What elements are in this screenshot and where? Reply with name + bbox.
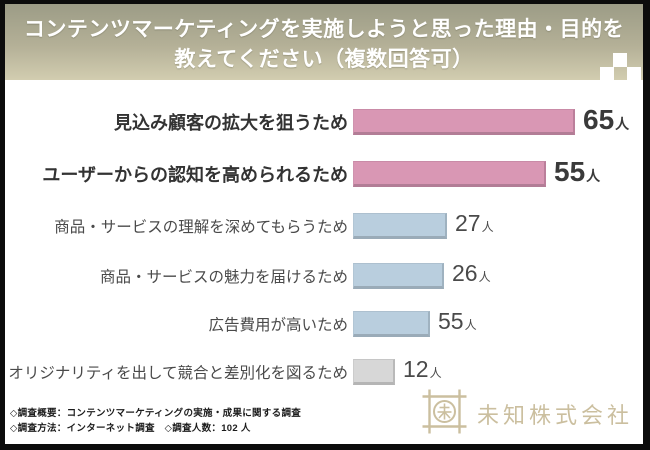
bar-label: 商品・サービスの魅力を届けるため bbox=[99, 268, 348, 286]
company-logo: 未知株式会社 bbox=[421, 388, 633, 440]
bar-segment bbox=[353, 108, 575, 135]
checker-decoration-square bbox=[600, 67, 614, 80]
chart-row-3: 商品・サービスの理解を深めてもらうため 27人 bbox=[8, 210, 643, 241]
value-number: 55 bbox=[438, 308, 464, 334]
chart-row-4: 商品・サービスの魅力を届けるため 26人 bbox=[8, 260, 643, 291]
chart-row-5: 広告費用が高いため 55人 bbox=[8, 308, 643, 339]
bar-value: 12人 bbox=[403, 356, 442, 387]
bar-value: 65人 bbox=[583, 103, 630, 138]
page-title-line2: 教えてください（複数回答可） bbox=[174, 48, 474, 71]
value-unit: 人 bbox=[464, 318, 477, 332]
bar-segment bbox=[353, 358, 395, 385]
bar-value: 55人 bbox=[554, 155, 601, 190]
value-unit: 人 bbox=[478, 270, 491, 284]
bar-chart: 見込み顧客の拡大を狙うため 65人 ユーザーからの認知を高められるため 55人 … bbox=[5, 80, 643, 444]
bar-value: 55人 bbox=[438, 308, 477, 339]
chart-row-6: オリジナリティを出して競合と差別化を図るため 12人 bbox=[8, 356, 643, 387]
bar-label: 見込み顧客の拡大を狙うため bbox=[114, 112, 348, 133]
page-title-line1: コンテンツマーケティングを実施しようと思った理由・目的を bbox=[23, 18, 625, 41]
page-title: コンテンツマーケティングを実施しようと思った理由・目的を 教えてください（複数回… bbox=[5, 4, 643, 75]
bar-label: オリジナリティを出して競合と差別化を図るため bbox=[8, 364, 348, 382]
bar-segment bbox=[353, 160, 546, 187]
value-unit: 人 bbox=[481, 220, 494, 234]
bar-label: ユーザーからの認知を高められるため bbox=[42, 164, 348, 185]
survey-note-method: ◇調査方法：インターネット調査 ◇調査人数：102 人 bbox=[10, 423, 251, 434]
value-number: 27 bbox=[455, 210, 481, 236]
bar-value: 27人 bbox=[455, 210, 494, 241]
bar-value: 26人 bbox=[452, 260, 491, 291]
company-seal-icon bbox=[421, 388, 468, 440]
bar-segment bbox=[353, 212, 447, 239]
checker-decoration-square bbox=[613, 53, 627, 67]
value-unit: 人 bbox=[429, 366, 442, 380]
bar-segment bbox=[353, 310, 430, 337]
chart-row-1: 見込み顧客の拡大を狙うため 65人 bbox=[8, 103, 643, 138]
chart-row-2: ユーザーからの認知を高められるため 55人 bbox=[8, 155, 643, 190]
value-unit: 人 bbox=[586, 167, 601, 184]
value-number: 12 bbox=[403, 356, 429, 382]
value-number: 26 bbox=[452, 260, 478, 286]
bar-label: 商品・サービスの理解を深めてもらうため bbox=[54, 218, 348, 236]
checker-decoration-square bbox=[627, 67, 641, 80]
company-name: 未知株式会社 bbox=[476, 403, 633, 428]
bar-segment bbox=[353, 262, 444, 289]
bar-label: 広告費用が高いため bbox=[208, 316, 348, 334]
survey-note-overview: ◇調査概要：コンテンツマーケティングの実施・成果に関する調査 bbox=[10, 408, 302, 419]
survey-notes: ◇調査概要：コンテンツマーケティングの実施・成果に関する調査 ◇調査方法：インタ… bbox=[10, 406, 301, 436]
header-banner: コンテンツマーケティングを実施しようと思った理由・目的を 教えてください（複数回… bbox=[5, 4, 643, 80]
value-unit: 人 bbox=[615, 115, 630, 132]
value-number: 65 bbox=[583, 103, 615, 135]
value-number: 55 bbox=[554, 155, 586, 187]
